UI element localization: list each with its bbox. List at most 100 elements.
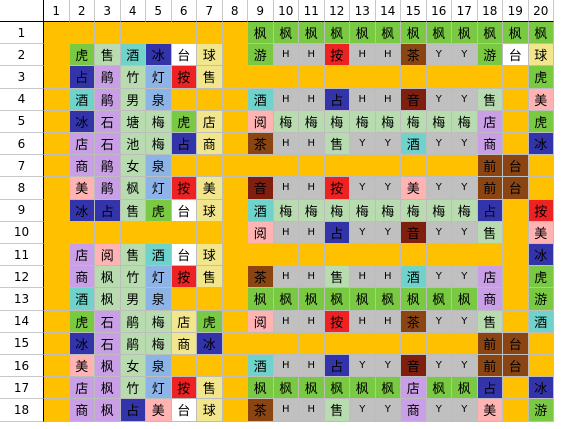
column-header[interactable]: 14 bbox=[375, 0, 401, 22]
grid-cell[interactable]: 枫 bbox=[426, 288, 452, 311]
grid-cell[interactable]: 音 bbox=[401, 355, 427, 378]
grid-cell[interactable]: 梅 bbox=[350, 199, 376, 222]
grid-cell[interactable]: 梅 bbox=[350, 110, 376, 133]
grid-cell[interactable]: Y bbox=[452, 266, 478, 289]
grid-cell[interactable]: 灯 bbox=[146, 377, 172, 400]
grid-cell[interactable]: 梅 bbox=[375, 110, 401, 133]
select-all-corner[interactable] bbox=[0, 0, 44, 22]
grid-cell[interactable] bbox=[248, 244, 274, 267]
grid-cell[interactable] bbox=[503, 110, 529, 133]
grid-cell[interactable]: 枫 bbox=[375, 288, 401, 311]
grid-cell[interactable]: 枫 bbox=[452, 288, 478, 311]
grid-cell[interactable] bbox=[375, 244, 401, 267]
grid-cell[interactable]: 灯 bbox=[146, 177, 172, 200]
grid-cell[interactable]: Y bbox=[426, 44, 452, 67]
grid-cell[interactable] bbox=[452, 332, 478, 355]
grid-cell[interactable]: 鹃 bbox=[95, 155, 121, 178]
grid-cell[interactable]: 商 bbox=[401, 399, 427, 422]
grid-cell[interactable]: 鹃 bbox=[120, 310, 146, 333]
grid-cell[interactable] bbox=[171, 155, 197, 178]
grid-cell[interactable] bbox=[44, 332, 70, 355]
grid-cell[interactable]: Y bbox=[426, 266, 452, 289]
grid-cell[interactable]: 枫 bbox=[452, 377, 478, 400]
grid-cell[interactable]: 台 bbox=[171, 44, 197, 67]
grid-cell[interactable]: H bbox=[273, 88, 299, 111]
grid-cell[interactable]: 冰 bbox=[197, 332, 223, 355]
grid-cell[interactable]: 女 bbox=[120, 155, 146, 178]
grid-cell[interactable] bbox=[299, 66, 325, 89]
grid-cell[interactable] bbox=[375, 66, 401, 89]
grid-cell[interactable] bbox=[197, 355, 223, 378]
column-header[interactable]: 18 bbox=[477, 0, 503, 22]
grid-cell[interactable]: 售 bbox=[324, 399, 350, 422]
grid-cell[interactable]: H bbox=[299, 177, 325, 200]
grid-cell[interactable]: 音 bbox=[248, 177, 274, 200]
grid-cell[interactable] bbox=[375, 332, 401, 355]
grid-cell[interactable]: 商 bbox=[69, 155, 95, 178]
grid-cell[interactable]: 占 bbox=[324, 221, 350, 244]
grid-cell[interactable] bbox=[44, 221, 70, 244]
column-header[interactable]: 17 bbox=[452, 0, 478, 22]
grid-cell[interactable]: 塘 bbox=[120, 110, 146, 133]
grid-cell[interactable]: 按 bbox=[171, 266, 197, 289]
grid-cell[interactable]: 占 bbox=[95, 199, 121, 222]
grid-cell[interactable]: 台 bbox=[503, 155, 529, 178]
grid-cell[interactable]: 枫 bbox=[299, 288, 325, 311]
grid-cell[interactable] bbox=[222, 44, 248, 67]
column-header[interactable]: 9 bbox=[248, 0, 274, 22]
grid-cell[interactable] bbox=[375, 155, 401, 178]
grid-cell[interactable]: 冰 bbox=[528, 377, 554, 400]
grid-cell[interactable]: 竹 bbox=[120, 66, 146, 89]
grid-cell[interactable]: Y bbox=[452, 44, 478, 67]
grid-cell[interactable]: 茶 bbox=[401, 310, 427, 333]
grid-cell[interactable] bbox=[426, 66, 452, 89]
grid-cell[interactable]: 鹃 bbox=[95, 66, 121, 89]
grid-cell[interactable]: H bbox=[299, 133, 325, 156]
row-header[interactable]: 11 bbox=[0, 244, 44, 267]
grid-cell[interactable]: 台 bbox=[503, 177, 529, 200]
grid-cell[interactable]: Y bbox=[426, 88, 452, 111]
grid-cell[interactable] bbox=[95, 221, 121, 244]
grid-cell[interactable]: 枫 bbox=[95, 266, 121, 289]
column-header[interactable]: 15 bbox=[401, 0, 427, 22]
grid-cell[interactable] bbox=[222, 133, 248, 156]
grid-cell[interactable]: 台 bbox=[503, 44, 529, 67]
grid-cell[interactable] bbox=[324, 155, 350, 178]
grid-cell[interactable]: 酒 bbox=[146, 244, 172, 267]
grid-cell[interactable] bbox=[197, 155, 223, 178]
grid-cell[interactable] bbox=[44, 377, 70, 400]
grid-cell[interactable]: H bbox=[375, 44, 401, 67]
grid-cell[interactable] bbox=[273, 244, 299, 267]
grid-cell[interactable]: 枫 bbox=[375, 22, 401, 45]
grid-cell[interactable]: 池 bbox=[120, 133, 146, 156]
grid-cell[interactable]: 茶 bbox=[248, 133, 274, 156]
grid-cell[interactable]: 梅 bbox=[375, 199, 401, 222]
grid-cell[interactable]: H bbox=[375, 266, 401, 289]
grid-cell[interactable]: 阅 bbox=[248, 310, 274, 333]
grid-cell[interactable] bbox=[44, 133, 70, 156]
grid-cell[interactable]: 石 bbox=[95, 110, 121, 133]
grid-cell[interactable]: 前 bbox=[477, 355, 503, 378]
grid-cell[interactable]: 售 bbox=[477, 310, 503, 333]
grid-cell[interactable] bbox=[171, 288, 197, 311]
grid-cell[interactable] bbox=[222, 332, 248, 355]
grid-cell[interactable]: 枫 bbox=[95, 399, 121, 422]
grid-cell[interactable]: 按 bbox=[171, 377, 197, 400]
grid-cell[interactable]: 虎 bbox=[69, 44, 95, 67]
grid-cell[interactable]: 梅 bbox=[299, 110, 325, 133]
grid-cell[interactable] bbox=[401, 155, 427, 178]
grid-cell[interactable]: 茶 bbox=[248, 266, 274, 289]
grid-cell[interactable]: 商 bbox=[171, 332, 197, 355]
grid-cell[interactable]: 球 bbox=[528, 44, 554, 67]
grid-cell[interactable] bbox=[44, 355, 70, 378]
grid-cell[interactable]: 茶 bbox=[401, 44, 427, 67]
grid-cell[interactable]: 枫 bbox=[248, 288, 274, 311]
grid-cell[interactable] bbox=[528, 177, 554, 200]
grid-cell[interactable] bbox=[452, 155, 478, 178]
grid-cell[interactable]: 酒 bbox=[248, 355, 274, 378]
row-header[interactable]: 10 bbox=[0, 221, 44, 244]
grid-cell[interactable]: 虎 bbox=[528, 66, 554, 89]
grid-cell[interactable]: 茶 bbox=[248, 399, 274, 422]
grid-cell[interactable] bbox=[44, 199, 70, 222]
column-header[interactable]: 11 bbox=[299, 0, 325, 22]
